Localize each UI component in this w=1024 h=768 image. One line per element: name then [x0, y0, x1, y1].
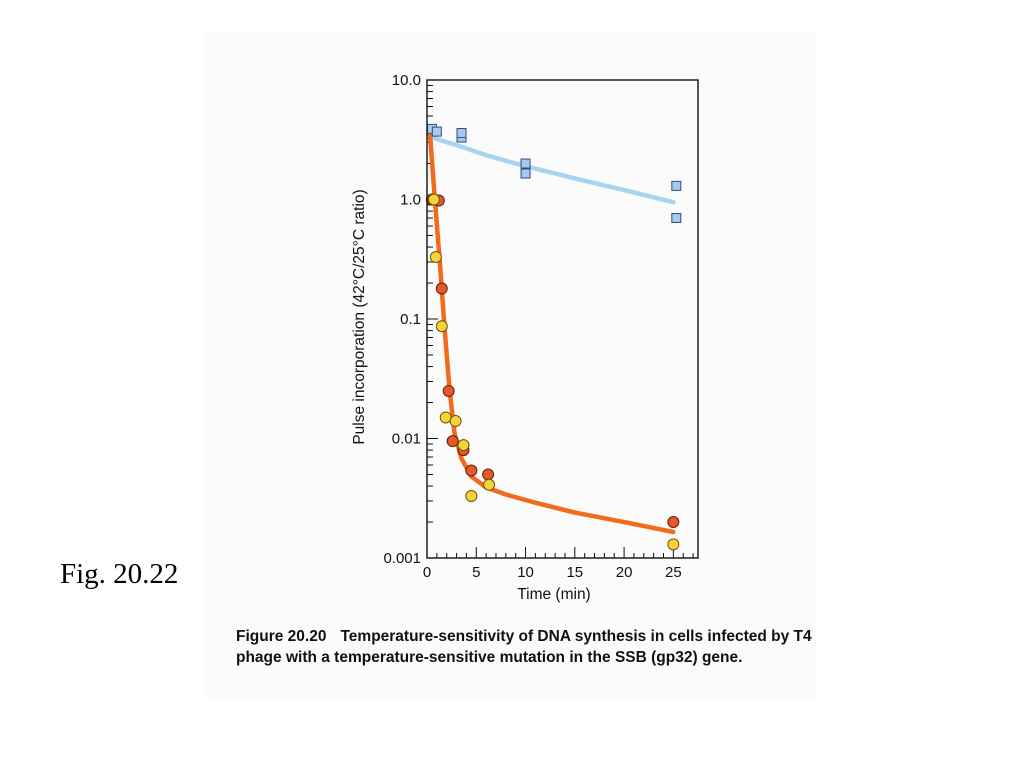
x-axis-title: Time (min) — [517, 586, 590, 603]
figure-caption: Figure 20.20 Temperature-sensitivity of D… — [236, 626, 816, 668]
data-point-circle — [667, 538, 680, 551]
data-point-circle — [439, 411, 452, 424]
y-tick-label: 1.0 — [400, 192, 421, 209]
y-tick-label: 0.01 — [392, 431, 421, 448]
x-tick-label: 25 — [665, 564, 682, 581]
data-point-square — [520, 158, 531, 169]
x-tick-label: 15 — [566, 564, 583, 581]
x-tick-label: 5 — [472, 564, 480, 581]
data-point-square — [520, 168, 531, 179]
data-point-circle — [465, 490, 478, 503]
x-tick-label: 20 — [616, 564, 633, 581]
y-tick-label: 10.0 — [392, 72, 421, 89]
data-point-square — [671, 213, 682, 224]
data-point-circle — [667, 516, 680, 529]
data-point-circle — [449, 415, 462, 428]
figure-number-label: Fig. 20.22 — [60, 558, 179, 590]
data-point-circle — [482, 468, 495, 481]
data-point-square — [671, 180, 682, 191]
y-axis-title: Pulse incorporation (42°C/25°C ratio) — [351, 189, 368, 444]
data-point-circle — [446, 435, 459, 448]
data-point-circle — [427, 193, 440, 206]
caption-text: Temperature-sensitivity of DNA synthesis… — [236, 628, 812, 666]
plot-frame — [426, 79, 699, 559]
figure-panel — [205, 32, 817, 700]
data-point-circle — [465, 464, 478, 477]
data-point-square — [431, 126, 442, 137]
data-point-circle — [483, 478, 496, 491]
x-tick-label: 0 — [423, 564, 431, 581]
data-point-circle — [429, 251, 442, 264]
data-point-square — [456, 128, 467, 139]
y-tick-label: 0.001 — [383, 550, 421, 567]
data-point-circle — [435, 320, 448, 333]
x-tick-label: 10 — [517, 564, 534, 581]
data-point-circle — [457, 439, 470, 452]
caption-label: Figure 20.20 — [236, 628, 327, 645]
fit-curve-1 — [429, 135, 676, 205]
y-tick-label: 0.1 — [400, 311, 421, 328]
data-point-circle — [435, 282, 448, 295]
data-point-circle — [442, 384, 455, 397]
